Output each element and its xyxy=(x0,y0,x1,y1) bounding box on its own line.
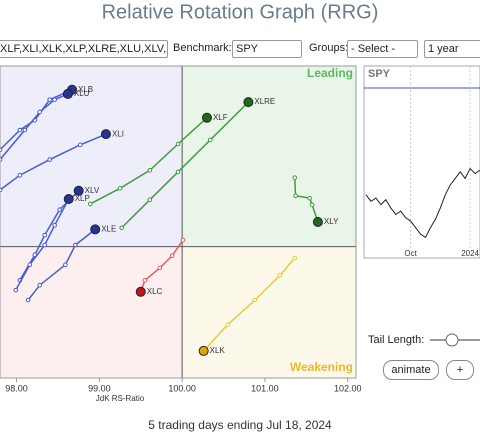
series-label: XLC xyxy=(147,287,163,296)
tail-point xyxy=(119,225,125,231)
head-point xyxy=(90,224,101,235)
tail-point xyxy=(52,222,57,228)
quadrant-improving xyxy=(0,66,183,247)
animate-button[interactable]: animate xyxy=(383,360,439,380)
head-point xyxy=(243,97,254,108)
series-label: XLU xyxy=(74,89,90,98)
tail-point xyxy=(277,273,283,278)
tail-point xyxy=(42,242,48,248)
tail-label: Tail Length: xyxy=(368,334,424,346)
tail-point xyxy=(17,127,23,133)
tail-point xyxy=(63,262,68,267)
head-point xyxy=(135,286,146,297)
series-label: XLP xyxy=(75,194,90,203)
tail-slider-handle[interactable] xyxy=(445,333,459,347)
tail-point xyxy=(25,297,31,303)
tail-point xyxy=(22,127,28,133)
head-point xyxy=(100,129,111,140)
tail-point xyxy=(78,142,83,148)
page-title: Relative Rotation Graph (RRG) xyxy=(102,1,379,23)
x-tick-label: Oct xyxy=(404,249,417,258)
tail-point xyxy=(147,167,153,173)
groups-label: Groups: xyxy=(309,42,349,54)
tail-point xyxy=(147,197,153,203)
x-tick-label: 2024 xyxy=(461,249,479,258)
tail-point xyxy=(73,242,78,248)
head-point xyxy=(201,112,212,123)
head-point xyxy=(73,185,84,196)
series-label: XLI xyxy=(112,129,124,138)
x-tick-label: 99.00 xyxy=(88,383,111,393)
plus-button[interactable]: + xyxy=(446,360,474,380)
quadrant-lagging xyxy=(0,246,183,378)
spy-panel xyxy=(363,65,480,259)
plot-border xyxy=(0,65,357,379)
head-point xyxy=(312,217,323,227)
head-point xyxy=(63,194,74,205)
tail-point xyxy=(309,202,315,208)
groups-select[interactable]: - Select - xyxy=(347,40,418,58)
tail-point xyxy=(47,157,52,162)
series-label: XLB xyxy=(78,85,93,94)
quadrant-leading xyxy=(182,66,356,247)
tail-point xyxy=(117,186,123,191)
quadrant-weakening xyxy=(182,246,356,378)
series-label: XLF xyxy=(213,113,228,122)
tail-point xyxy=(175,141,181,147)
series-label: XLK xyxy=(210,346,226,355)
quadrant-label-weakening: Weakening xyxy=(290,360,353,374)
head-point xyxy=(62,88,73,99)
tail-point xyxy=(292,175,298,180)
tail-point xyxy=(169,253,175,258)
head-point xyxy=(198,345,209,356)
tail-point xyxy=(252,297,258,303)
tail-point xyxy=(37,109,43,115)
benchmark-label: Benchmark: xyxy=(173,42,232,54)
quadrant-label-leading: Leading xyxy=(307,66,353,80)
tail-point xyxy=(52,97,57,102)
tail-point xyxy=(292,255,298,261)
tail-point xyxy=(180,237,186,243)
x-tick-label: 100.00 xyxy=(168,383,196,393)
series-label: XLRE xyxy=(254,97,275,106)
tail-point xyxy=(37,282,43,288)
tail-point xyxy=(47,97,52,102)
tail-point xyxy=(0,187,3,193)
tail-point xyxy=(157,265,163,271)
footer: 5 trading days ending Jul 18, 2024 xyxy=(148,418,332,432)
tail-point xyxy=(27,262,33,267)
tail-point xyxy=(307,195,312,201)
tail-point xyxy=(57,207,62,212)
spy-title: SPY xyxy=(368,68,391,80)
x-tick-label: 98.00 xyxy=(5,383,28,393)
tail-point xyxy=(87,201,93,207)
series-label: XLY xyxy=(324,217,339,226)
x-axis-label: JdK RS-Ratio xyxy=(96,394,145,403)
tail-point xyxy=(42,232,48,238)
series-label: XLV xyxy=(85,186,100,195)
tail-point xyxy=(207,137,213,143)
tail-point xyxy=(142,277,148,283)
x-tick-label: 101.00 xyxy=(251,383,279,393)
tail-point xyxy=(225,322,230,327)
benchmark-input[interactable]: SPY xyxy=(232,40,302,58)
tail-point xyxy=(293,193,298,199)
series-label: XLE xyxy=(101,224,116,233)
tail-point xyxy=(175,169,181,175)
x-tick-label: 102.00 xyxy=(334,383,362,393)
price-line xyxy=(365,167,480,239)
symbols-input[interactable]: XLF,XLI,XLK,XLP,XLRE,XLU,XLV,XL xyxy=(0,40,168,58)
tail-point xyxy=(13,287,19,293)
tail-point xyxy=(17,172,23,178)
tail-point xyxy=(0,147,3,153)
period-select[interactable]: 1 year xyxy=(424,40,480,58)
tail-point xyxy=(0,157,3,162)
